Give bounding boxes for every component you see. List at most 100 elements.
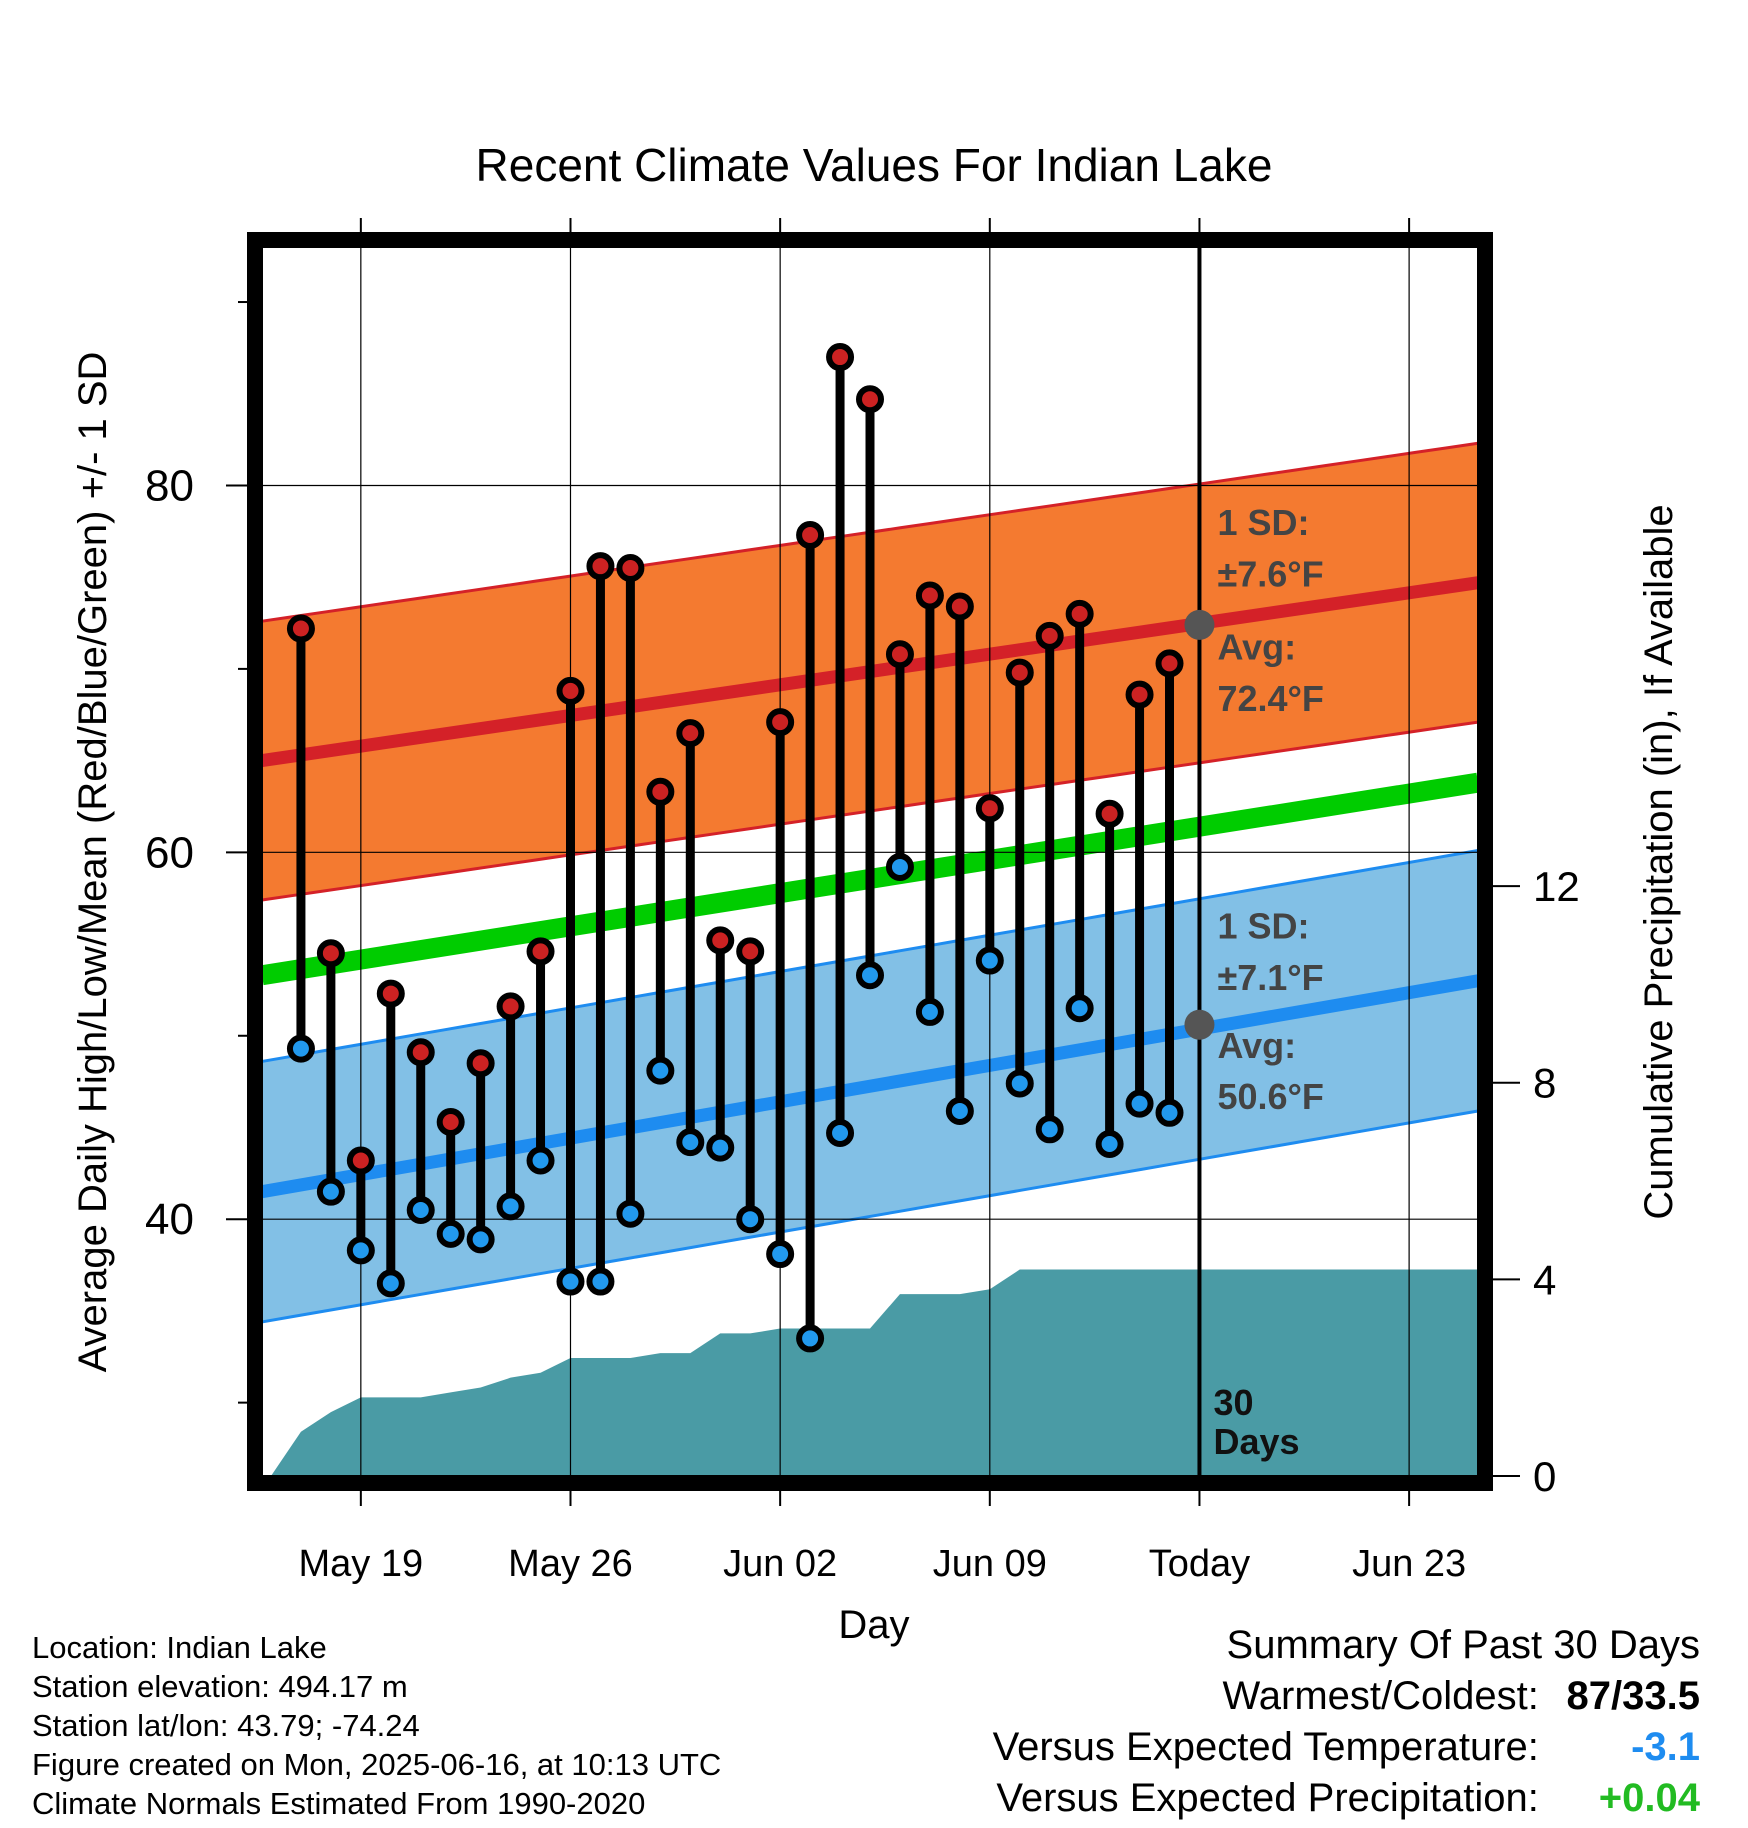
low-point [1005,1069,1034,1098]
high-sd-title: 1 SD: [1217,502,1309,543]
high-point [1125,680,1154,709]
high-point [736,937,765,966]
low-point [466,1225,495,1254]
low-point [1035,1115,1064,1144]
elevation-text: Station elevation: 494.17 m [32,1669,408,1704]
low-point [526,1146,555,1175]
low-avg-value: 50.6°F [1217,1076,1323,1117]
low-point [556,1267,585,1296]
high-point [526,937,555,966]
precip-value: +0.04 [1598,1776,1700,1820]
low-point [856,961,884,990]
low-point [706,1133,735,1162]
high-point [885,640,914,669]
y-axis-right-label: Cumulative Precipitation (in), If Availa… [1637,504,1681,1219]
days-number-label: 30 [1213,1382,1253,1423]
low-point [406,1196,435,1225]
low-point [915,997,944,1026]
y-right-tick-label-2: 8 [1533,1060,1556,1107]
summary-panel: Summary Of Past 30 Days Warmest/Coldest:… [993,1620,1700,1824]
warm-cold-label: Warmest/Coldest: [1222,1674,1539,1718]
y-right-tick-label-0: 0 [1533,1453,1556,1500]
low-point [736,1205,765,1234]
x-tick-label-1: May 26 [508,1543,633,1585]
days-word-label: Days [1213,1421,1299,1462]
x-axis-label: Day [838,1603,909,1647]
low-sd-value: ±7.1°F [1217,957,1323,998]
low-sd-band-lower-edge [261,1109,1479,1324]
normal-low-line [260,974,1480,1199]
low-point [885,853,914,882]
high-point [1065,599,1094,628]
high-point [945,592,974,621]
low-sd-title: 1 SD: [1217,906,1309,947]
summary-title: Summary Of Past 30 Days [1226,1623,1700,1667]
precip-label: Versus Expected Precipitation: [996,1776,1539,1820]
summary-warm-cold-row: Warmest/Coldest: 87/33.5 [993,1671,1701,1722]
high-point [1155,649,1184,678]
created-text: Figure created on Mon, 2025-06-16, at 10… [32,1747,722,1782]
x-tick-label-5: Jun 23 [1352,1543,1466,1585]
high-point [975,794,1004,823]
low-point [286,1034,315,1063]
high-point [1005,658,1034,687]
low-point [1095,1129,1124,1158]
warm-cold-value: 87/33.5 [1566,1674,1700,1718]
temp-value: -3.1 [1631,1725,1700,1769]
summary-temp-row: Versus Expected Temperature: -3.1 [993,1722,1700,1773]
high-point [796,520,825,549]
high-point [706,926,735,955]
x-tick-label-3: Jun 09 [933,1543,1047,1585]
low-point [766,1240,795,1269]
high-point [826,343,855,372]
high-point [766,708,795,737]
precip-area [262,1269,1478,1476]
low-point [945,1096,974,1125]
high-avg-value: 72.4°F [1217,678,1323,719]
low-point [646,1056,675,1085]
low-point [1125,1089,1154,1118]
x-tick-label-0: May 19 [299,1543,424,1585]
high-point [646,777,675,806]
plot-frame [247,232,1493,1491]
low-point [496,1192,525,1221]
low-point [376,1269,405,1298]
low-point [586,1267,615,1296]
low-avg-marker [1184,1009,1215,1040]
high-point [856,385,884,414]
low-point [436,1219,465,1248]
low-point [1155,1098,1184,1127]
high-avg-title: Avg: [1217,627,1296,668]
high-point [436,1107,465,1136]
high-avg-marker [1184,609,1215,640]
high-point [676,719,705,748]
location-text: Location: Indian Lake [32,1630,327,1665]
high-point [556,676,585,705]
high-point [586,552,615,581]
low-point [975,946,1004,975]
summary-precip-row: Versus Expected Precipitation: +0.04 [993,1773,1700,1824]
y-right-tick-label-3: 12 [1533,863,1580,910]
station-info: Location: Indian Lake Station elevation:… [32,1628,721,1823]
low-point [316,1177,345,1206]
y-axis-left-label: Average Daily High/Low/Mean (Red/Blue/Gr… [71,352,115,1373]
normals-text: Climate Normals Estimated From 1990-2020 [32,1786,646,1821]
low-point [346,1236,375,1265]
high-point [316,939,345,968]
high-point [1095,799,1124,828]
y-left-tick-label-2: 80 [145,461,194,510]
high-point [286,614,315,643]
high-point [616,554,645,583]
y-right-tick-label-1: 4 [1533,1256,1556,1303]
latlon-text: Station lat/lon: 43.79; -74.24 [32,1708,420,1743]
high-point [406,1038,435,1067]
low-point [796,1324,825,1353]
low-point [826,1118,855,1147]
x-tick-label-4: Today [1149,1543,1250,1585]
temp-label: Versus Expected Temperature: [992,1725,1539,1769]
high-point [496,992,525,1021]
high-sd-value: ±7.6°F [1217,553,1323,594]
high-point [346,1146,375,1175]
chart-title: Recent Climate Values For Indian Lake [476,139,1273,191]
